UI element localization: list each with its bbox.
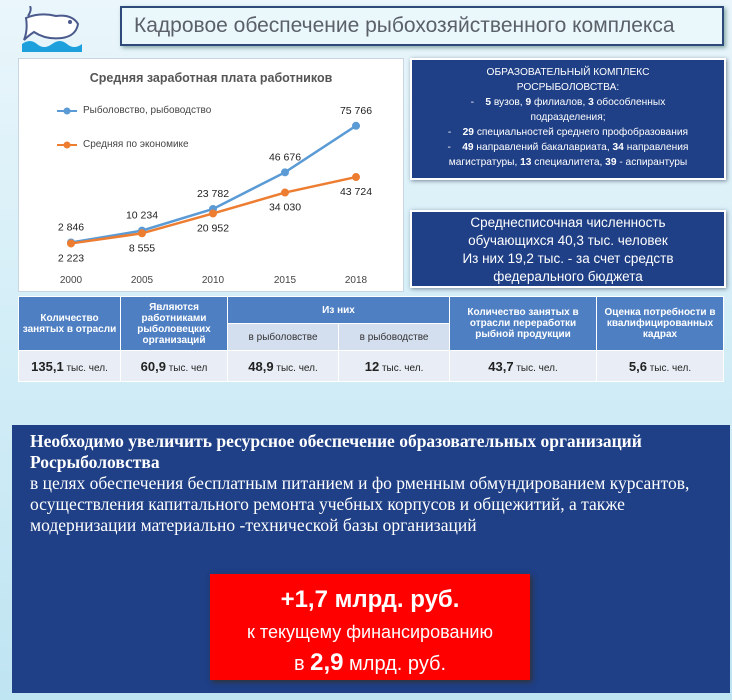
students-line: федерального бюджета xyxy=(493,269,643,284)
data-label: 2 846 xyxy=(58,221,84,233)
page-title: Кадровое обеспечение рыбохозяйственного … xyxy=(120,6,724,46)
students-line: Среднесписочная численность xyxy=(470,215,666,230)
funding-text: в целях обеспечения бесплатным питанием … xyxy=(30,473,690,535)
data-label: 75 766 xyxy=(340,105,372,117)
legend-item-fishing: Рыболовство, рыбоводство xyxy=(57,105,211,116)
edu-line: - 29 специальностей среднего профобразов… xyxy=(447,127,689,138)
edu-heading: ОБРАЗОВАТЕЛЬНЫЙ КОМПЛЕКС xyxy=(486,67,650,78)
header-cell: Оценка потребности в квалифицированных к… xyxy=(596,296,724,351)
funding-heading: Необходимо увеличить ресурсное обеспечен… xyxy=(30,431,642,472)
fish-logo xyxy=(22,6,82,52)
funding-note: к текущему финансированию xyxy=(247,622,493,642)
table-cell: 12 тыс. чел. xyxy=(338,350,450,382)
data-label: 2 223 xyxy=(58,252,84,264)
legend-item-economy: Средняя по экономике xyxy=(57,139,189,150)
data-label: 46 676 xyxy=(269,151,301,163)
edu-line: - 49 направлений бакалавриата, 34 направ… xyxy=(447,142,689,153)
subheader-cell: в рыбоводстве xyxy=(338,323,450,351)
data-label: 8 555 xyxy=(129,242,155,254)
funding-total: в 2,9 млрд. руб. xyxy=(293,649,447,676)
funding-amount: +1,7 млрд. руб. xyxy=(280,586,460,613)
table-cell: 48,9 тыс. чел. xyxy=(226,350,340,382)
data-point xyxy=(352,121,360,130)
table-cell: 135,1 тыс. чел. xyxy=(18,350,121,382)
data-label: 43 724 xyxy=(340,186,372,198)
education-complex-box: ОБРАЗОВАТЕЛЬНЫЙ КОМПЛЕКС РОСРЫБОЛОВСТВА:… xyxy=(410,58,726,180)
students-line: обучающихся 40,3 тыс. человек xyxy=(468,233,668,248)
data-label: 20 952 xyxy=(197,222,229,234)
data-point xyxy=(281,168,289,177)
students-box: Среднесписочная численность обучающихся … xyxy=(410,210,726,288)
data-point xyxy=(281,188,289,197)
x-tick-label: 2010 xyxy=(202,275,225,286)
edu-line: подразделения; xyxy=(530,112,606,123)
header-cell: Количество занятых в отрасли xyxy=(18,296,121,351)
employment-table: Количество занятых в отрасли Являются ра… xyxy=(18,296,724,382)
edu-line: - 5 вузов, 9 филиалов, 3 обособленных xyxy=(470,97,666,108)
data-label: 34 030 xyxy=(269,202,301,214)
chart-plot: 2000 2005 2010 2015 2018 2 846 10 234 23 782 46 … xyxy=(58,105,372,286)
subheader-cell: в рыболовстве xyxy=(226,323,340,351)
data-point xyxy=(67,239,75,248)
header-cell: Из них xyxy=(227,296,450,324)
data-label: 23 782 xyxy=(197,188,229,200)
table-cell: 43,7 тыс. чел. xyxy=(449,350,597,382)
x-tick-label: 2015 xyxy=(274,275,297,286)
legend-label: Средняя по экономике xyxy=(83,139,189,150)
x-tick-label: 2018 xyxy=(345,275,368,286)
x-tick-label: 2005 xyxy=(131,275,154,286)
funding-amount-box: +1,7 млрд. руб. к текущему финансировани… xyxy=(210,574,530,680)
data-point xyxy=(138,229,146,238)
header-cell: Количество занятых в отрасли переработки… xyxy=(449,296,597,351)
header-cell: Являются работниками рыболовецких органи… xyxy=(120,296,228,351)
table-cell: 5,6 тыс. чел. xyxy=(596,350,724,382)
salary-chart: Средняя заработная плата работников Рыбо… xyxy=(18,58,404,292)
edu-heading: РОСРЫБОЛОВСТВА: xyxy=(516,82,620,93)
data-label: 10 234 xyxy=(126,210,158,222)
x-tick-label: 2000 xyxy=(60,275,83,286)
data-point xyxy=(352,173,360,182)
edu-line: магистратуры, 13 специалитета, 39 - аспи… xyxy=(448,157,688,168)
table-cell: 60,9 тыс. чел xyxy=(120,350,228,382)
chart-title: Средняя заработная плата работников xyxy=(89,71,333,85)
students-line: Из них 19,2 тыс. - за счет средств xyxy=(462,251,674,266)
legend-label: Рыболовство, рыбоводство xyxy=(83,105,212,116)
data-point xyxy=(209,209,217,218)
